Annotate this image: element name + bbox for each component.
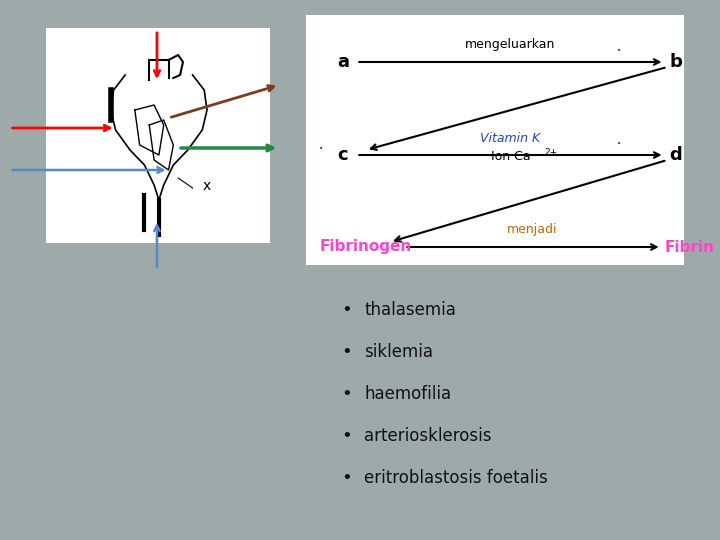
Text: menjadi: menjadi — [507, 223, 557, 236]
Text: ·: · — [318, 140, 324, 159]
Text: Fibrin: Fibrin — [665, 240, 714, 254]
Text: •: • — [341, 385, 352, 403]
Text: ·: · — [616, 42, 623, 61]
Text: c: c — [337, 146, 348, 164]
Text: 2+: 2+ — [544, 148, 557, 157]
Text: Fibrinogen: Fibrinogen — [320, 240, 412, 254]
Text: arteriosklerosis: arteriosklerosis — [364, 427, 492, 445]
Text: x: x — [202, 179, 210, 193]
Text: •: • — [341, 301, 352, 319]
Text: d: d — [670, 146, 682, 164]
Text: •: • — [341, 469, 352, 487]
Text: Ion Ca: Ion Ca — [490, 150, 530, 163]
Text: siklemia: siklemia — [364, 343, 433, 361]
Text: •: • — [341, 427, 352, 445]
Bar — [46, 28, 270, 243]
Text: eritroblastosis foetalis: eritroblastosis foetalis — [364, 469, 548, 487]
Text: Vitamin K: Vitamin K — [480, 132, 541, 145]
Text: a: a — [337, 53, 349, 71]
Text: ·: · — [616, 135, 623, 154]
Text: thalasemia: thalasemia — [364, 301, 456, 319]
Bar — [306, 15, 684, 265]
Text: b: b — [670, 53, 682, 71]
Text: mengeluarkan: mengeluarkan — [465, 38, 556, 51]
Text: haemofilia: haemofilia — [364, 385, 451, 403]
Text: •: • — [341, 343, 352, 361]
